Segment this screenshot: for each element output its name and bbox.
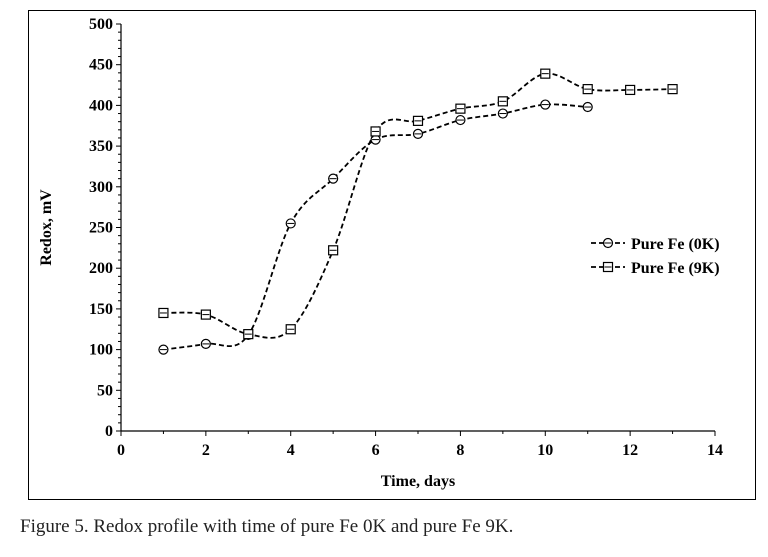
x-axis-title: Time, days bbox=[381, 473, 455, 490]
series-9k-line bbox=[163, 72, 673, 339]
y-axis-title: Redox, mV bbox=[38, 189, 55, 266]
y-tick-label: 0 bbox=[105, 423, 113, 440]
x-tick-label: 8 bbox=[456, 442, 464, 459]
y-tick-label: 50 bbox=[97, 382, 113, 399]
x-tick-label: 2 bbox=[202, 442, 210, 459]
y-tick-label: 100 bbox=[89, 342, 113, 359]
x-tick-label: 4 bbox=[287, 442, 295, 459]
legend-0k-label: Pure Fe (0K) bbox=[631, 236, 720, 253]
x-tick-label: 12 bbox=[622, 442, 638, 459]
figure-caption: Figure 5. Redox profile with time of pur… bbox=[20, 516, 514, 537]
y-tick-label: 300 bbox=[89, 179, 113, 196]
x-tick-label: 14 bbox=[707, 442, 723, 459]
x-tick-label: 10 bbox=[537, 442, 553, 459]
y-tick-label: 400 bbox=[89, 97, 113, 114]
chart-frame: 0 50 100 150 200 250 300 350 400 450 500 0 2 4 6 8 10 12 1… bbox=[28, 10, 756, 500]
redox-line-chart: 0 50 100 150 200 250 300 350 400 450 500 0 2 4 6 8 10 12 1… bbox=[38, 16, 723, 490]
y-tick-label: 350 bbox=[89, 138, 113, 155]
y-tick-label: 150 bbox=[89, 301, 113, 318]
y-tick-label: 250 bbox=[89, 220, 113, 237]
x-tick-label: 0 bbox=[117, 442, 125, 459]
y-tick-label: 450 bbox=[89, 57, 113, 74]
series-0k-line bbox=[163, 103, 588, 351]
legend-9k-label: Pure Fe (9K) bbox=[631, 260, 720, 277]
y-tick-label: 200 bbox=[89, 260, 113, 277]
y-tick-label: 500 bbox=[89, 16, 113, 33]
x-tick-label: 6 bbox=[372, 442, 380, 459]
